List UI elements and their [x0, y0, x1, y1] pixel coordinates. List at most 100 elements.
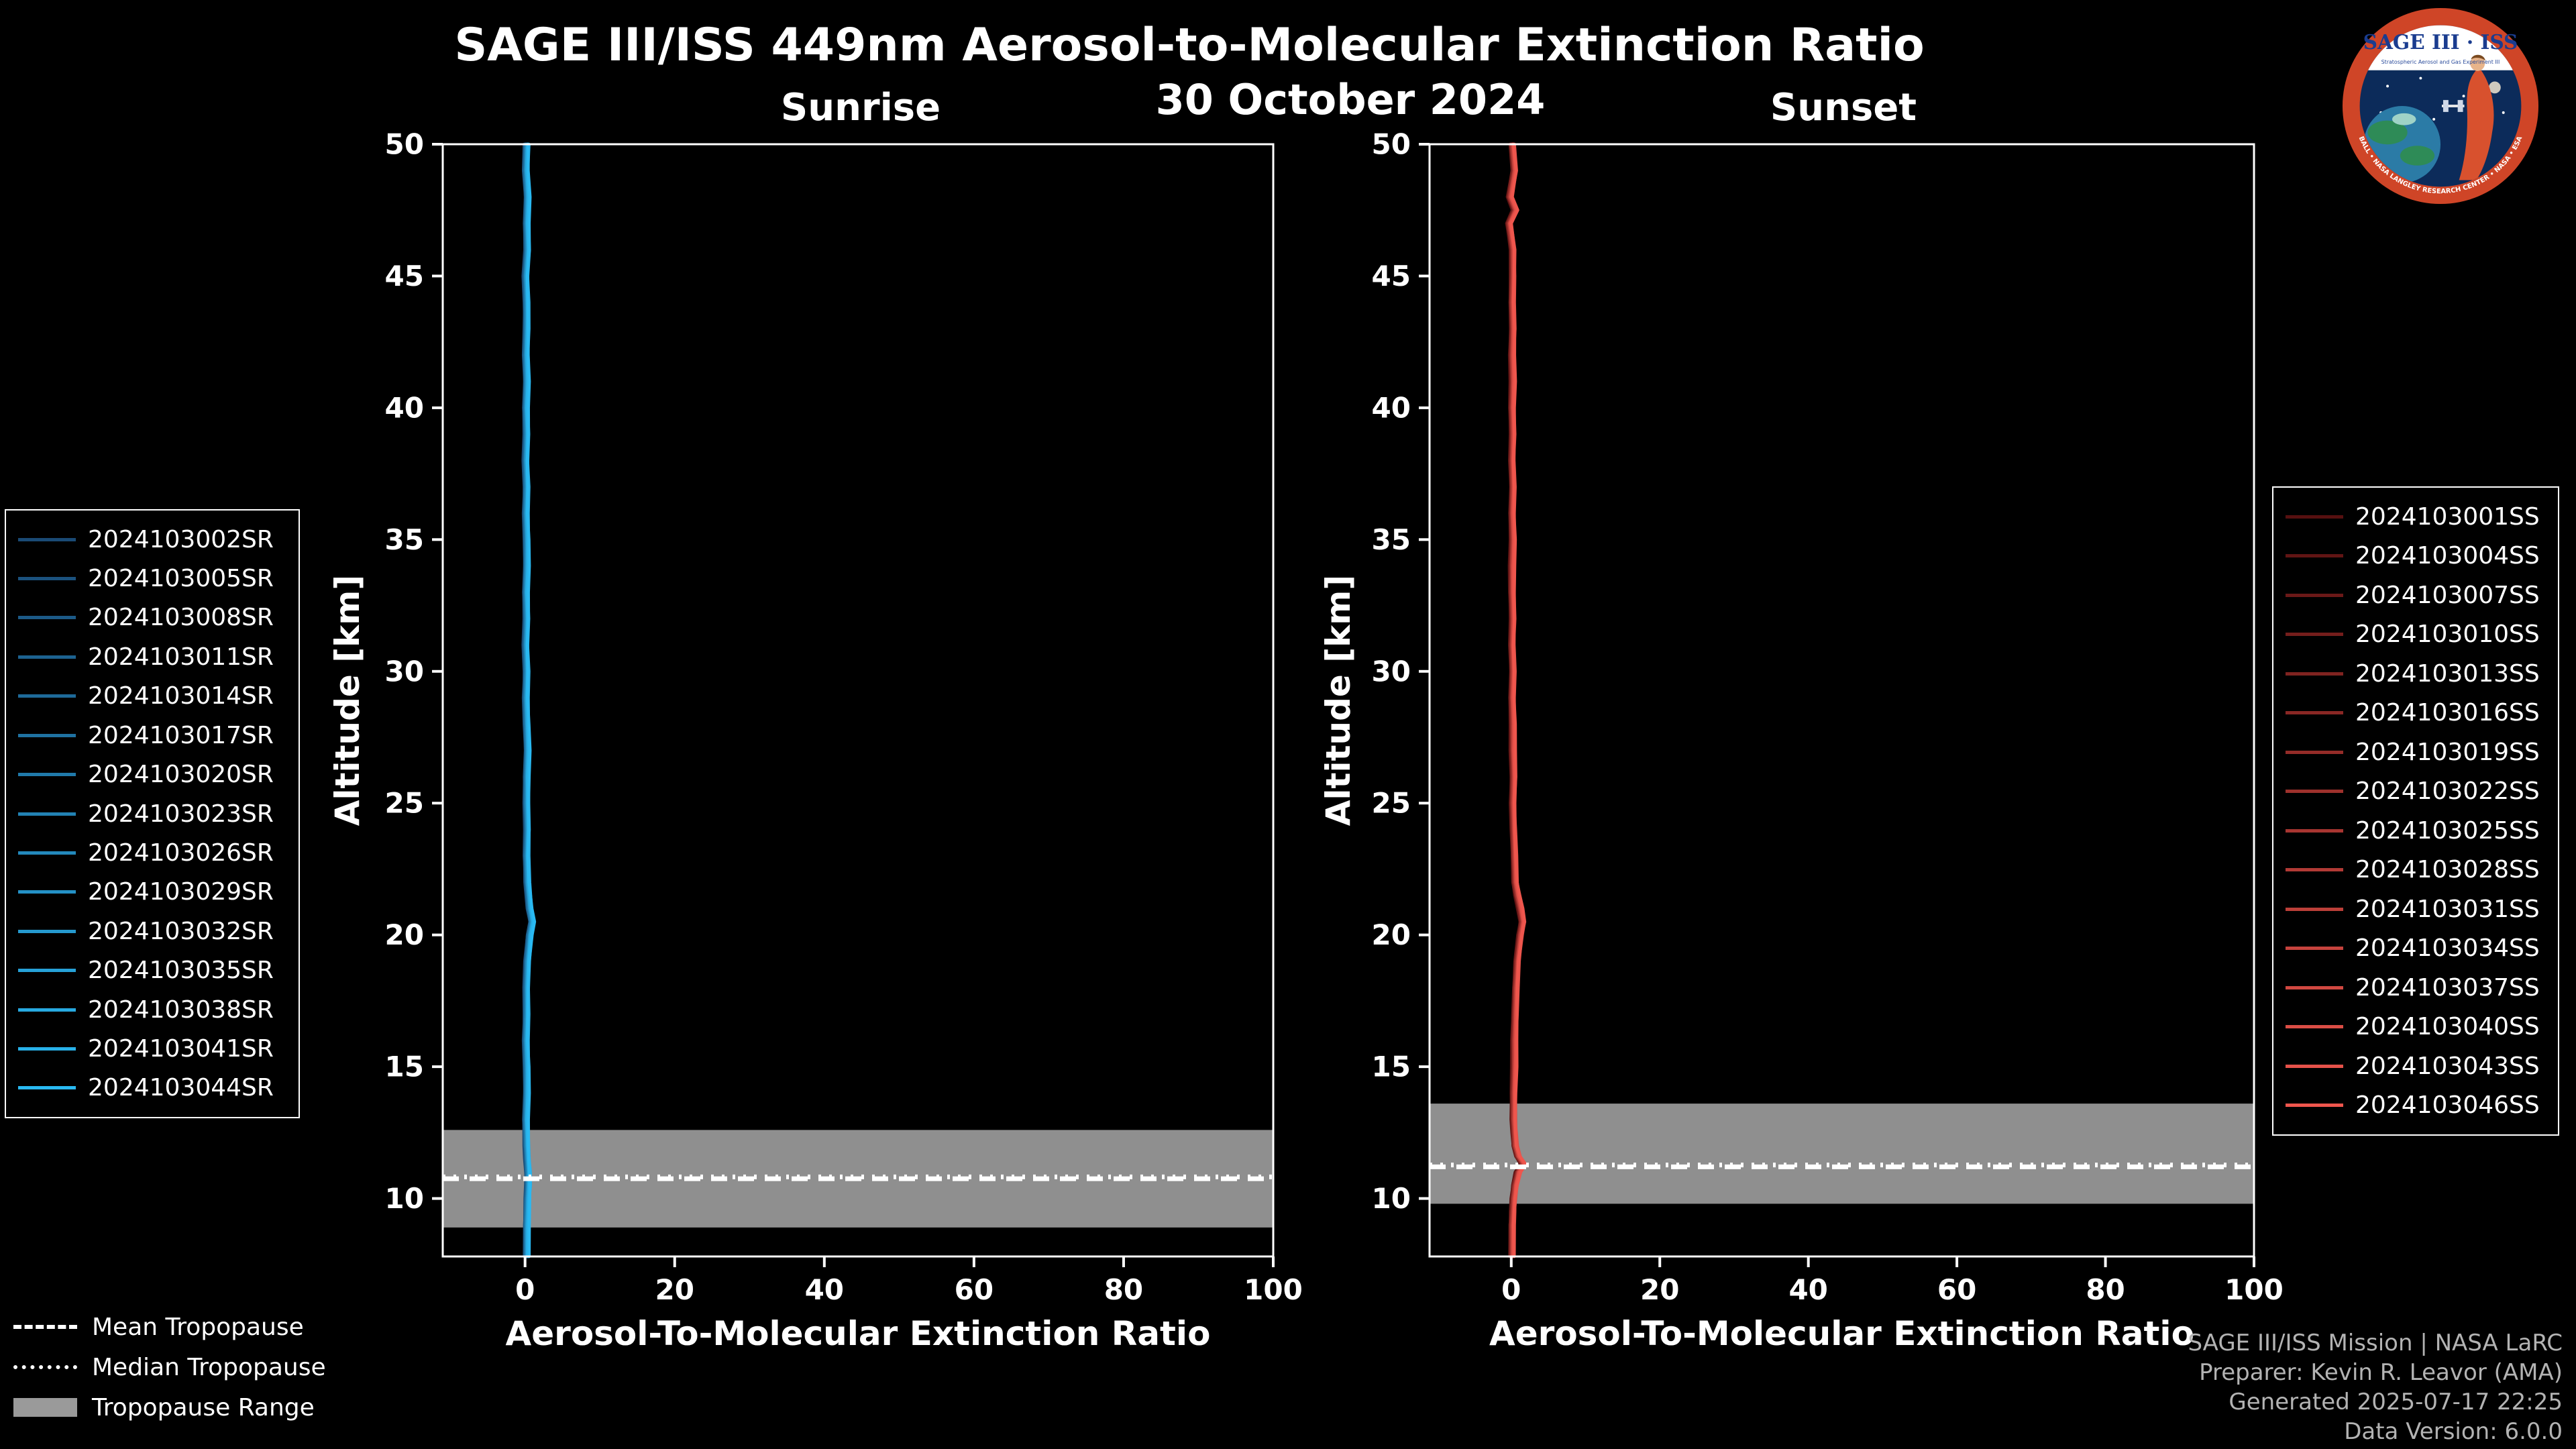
- y-tick-label: 35: [385, 523, 424, 556]
- y-tick-label: 25: [1372, 787, 1411, 820]
- legend-item: 2024103034SS: [2286, 929, 2546, 969]
- legend-item-label: 2024103019SS: [2355, 738, 2540, 766]
- legend-item: 2024103001SS: [2286, 497, 2546, 537]
- legend-item: 2024103040SS: [2286, 1008, 2546, 1047]
- median-tropopause-legend-item: Median Tropopause: [13, 1347, 326, 1387]
- legend-line-sample: [18, 773, 76, 777]
- legend-item-label: 2024103040SS: [2355, 1013, 2540, 1041]
- legend-item-label: 2024103002SR: [88, 525, 274, 553]
- moon-icon: [2489, 81, 2501, 94]
- range-band-sample: [13, 1398, 77, 1417]
- legend-item: 2024103029SR: [18, 873, 286, 912]
- legend-line-sample: [2286, 750, 2343, 754]
- classical-figure-icon: [2459, 54, 2494, 180]
- x-tick-label: 60: [1937, 1273, 1976, 1306]
- panel-sunrise: 10 15 20 25 30 35 40 45 50 0 20 40 60 80 100 Aerosol-To…: [328, 128, 1303, 1354]
- axes-border: [441, 143, 1275, 1258]
- sage-iii-iss-logo: SAGE III · ISS Stratospheric Aerosol and…: [2341, 7, 2540, 205]
- x-tick-label: 20: [655, 1273, 694, 1306]
- legend-line-sample: [2286, 828, 2343, 833]
- legend-item-label: 2024103011SR: [88, 643, 274, 671]
- legend-line-sample: [18, 616, 76, 620]
- x-tick-label: 0: [515, 1273, 535, 1306]
- legend-item: 2024103007SS: [2286, 576, 2546, 615]
- legend-line-sample: [2286, 1104, 2343, 1108]
- patch-subtitle-text: Stratospheric Aerosol and Gas Experiment…: [2381, 59, 2500, 65]
- legend-line-sample: [2286, 554, 2343, 558]
- page-title: SAGE III/ISS 449nm Aerosol-to-Molecular …: [454, 19, 1925, 72]
- sunrise-panel-title: Sunrise: [780, 86, 941, 129]
- legend-item: 2024103043SS: [2286, 1046, 2546, 1086]
- legend-item: 2024103031SS: [2286, 890, 2546, 929]
- legend-line-sample: [18, 1046, 76, 1051]
- x-tick-label: 0: [1501, 1273, 1521, 1306]
- legend-line-sample: [18, 812, 76, 816]
- legend-item-label: 2024103041SR: [88, 1034, 274, 1063]
- iss-icon: [2441, 100, 2465, 112]
- legend-item: 2024103041SR: [18, 1029, 286, 1068]
- legend-item: 2024103002SR: [18, 520, 286, 559]
- data-version: Data Version: 6.0.0: [2344, 1418, 2563, 1445]
- mean-tropopause-legend-item: Mean Tropopause: [13, 1307, 326, 1347]
- x-tick-label: 60: [955, 1273, 994, 1306]
- y-tick-label: 30: [385, 655, 424, 688]
- legend-line-sample: [18, 851, 76, 855]
- x-tick-label: 100: [1244, 1273, 1303, 1306]
- tropopause-legend: Mean Tropopause Median Tropopause Tropop…: [13, 1307, 326, 1428]
- legend-item: 2024103011SR: [18, 637, 286, 676]
- profile-line-2024103046SS: [1509, 142, 1527, 1258]
- legend-item-label: 2024103010SS: [2355, 621, 2540, 649]
- x-axis-label: Aerosol-To-Molecular Extinction Ratio: [1489, 1314, 2194, 1353]
- mission-credit: SAGE III/ISS Mission | NASA LaRC: [2188, 1330, 2563, 1356]
- y-tick-label: 30: [1372, 655, 1411, 688]
- legend-item-label: 2024103046SS: [2355, 1091, 2540, 1120]
- legend-item: 2024103010SS: [2286, 615, 2546, 655]
- y-tick-label: 45: [385, 260, 424, 292]
- median-tropopause-label: Median Tropopause: [92, 1353, 326, 1381]
- legend-item-label: 2024103044SR: [88, 1074, 274, 1102]
- legend-item: 2024103019SS: [2286, 733, 2546, 772]
- legend-item-label: 2024103005SR: [88, 565, 274, 593]
- legend-item-label: 2024103032SR: [88, 917, 274, 945]
- legend-line-sample: [18, 890, 76, 894]
- y-axis-label: Altitude [km]: [328, 575, 367, 826]
- legend-item-label: 2024103037SS: [2355, 973, 2540, 1002]
- y-tick-label: 20: [385, 918, 424, 951]
- legend-item-label: 2024103016SS: [2355, 699, 2540, 727]
- legend-item-label: 2024103043SS: [2355, 1052, 2540, 1080]
- legend-item-label: 2024103017SR: [88, 721, 274, 749]
- legend-item-label: 2024103028SS: [2355, 856, 2540, 884]
- legend-line-sample: [18, 537, 76, 541]
- legend-item-label: 2024103026SR: [88, 839, 274, 867]
- legend-item: 2024103037SS: [2286, 968, 2546, 1008]
- dotted-line-sample: [13, 1365, 77, 1369]
- x-tick-label: 100: [2224, 1273, 2284, 1306]
- legend-line-sample: [2286, 790, 2343, 794]
- legend-item-label: 2024103025SS: [2355, 816, 2540, 845]
- legend-item: 2024103028SS: [2286, 851, 2546, 890]
- y-tick-label: 10: [385, 1182, 424, 1215]
- legend-line-sample: [2286, 593, 2343, 597]
- legend-line-sample: [18, 1008, 76, 1012]
- legend-item: 2024103032SR: [18, 912, 286, 951]
- profile-line-2024103044SR: [525, 142, 537, 1258]
- legend-item: 2024103014SR: [18, 677, 286, 716]
- legend-item: 2024103038SR: [18, 990, 286, 1029]
- sunrise-event-legend: 2024103002SR 2024103005SR 2024103008SR 2024…: [5, 509, 300, 1118]
- legend-line-sample: [2286, 711, 2343, 715]
- legend-line-sample: [2286, 947, 2343, 951]
- legend-line-sample: [2286, 633, 2343, 637]
- legend-line-sample: [18, 577, 76, 581]
- legend-line-sample: [18, 929, 76, 933]
- legend-item: 2024103004SS: [2286, 537, 2546, 576]
- y-tick-label: 50: [1372, 128, 1411, 161]
- tropopause-range-band: [1430, 1104, 2254, 1204]
- legend-item-label: 2024103014SR: [88, 682, 274, 710]
- legend-item: 2024103044SR: [18, 1069, 286, 1108]
- legend-line-sample: [18, 969, 76, 973]
- legend-item: 2024103013SS: [2286, 654, 2546, 694]
- x-tick-label: 20: [1640, 1273, 1679, 1306]
- x-tick-label: 40: [1788, 1273, 1827, 1306]
- legend-item: 2024103035SR: [18, 951, 286, 989]
